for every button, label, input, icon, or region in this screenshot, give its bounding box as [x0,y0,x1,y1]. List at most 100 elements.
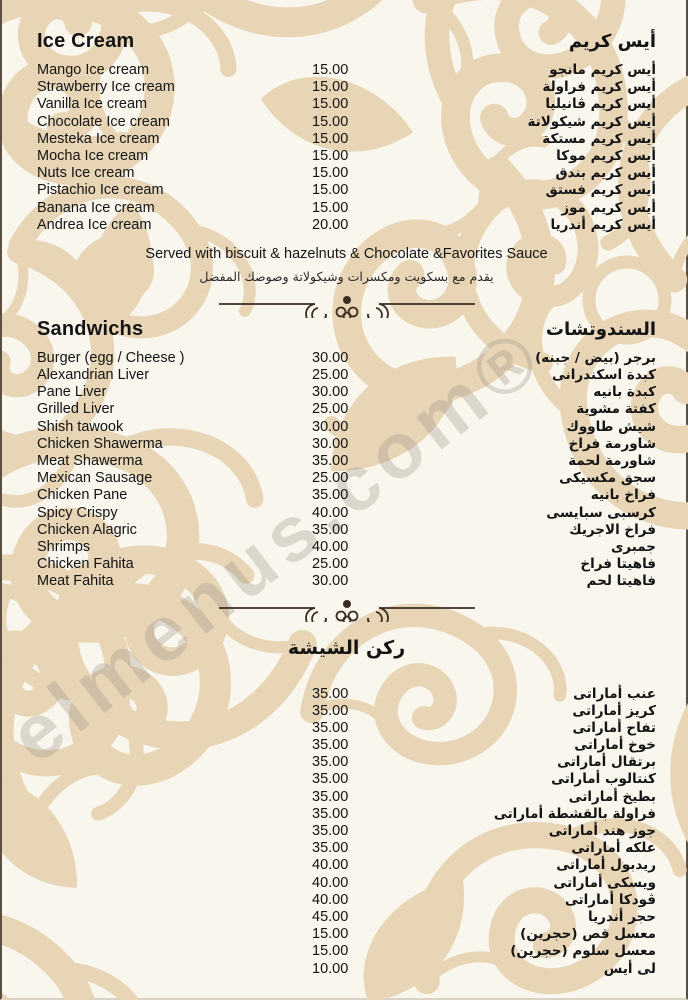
item-price: 35.00 [312,788,349,805]
item-price: 10.00 [312,960,349,977]
item-name-ar: فراولة بالقشطة أماراتى [493,805,656,822]
item-name-en: Mocha Ice cream [37,147,149,164]
item-name-ar: بطيخ أماراتى [568,788,656,805]
item-price: 35.00 [312,737,349,754]
item-price: 40.00 [312,891,349,908]
item-price: 30.00 [312,418,349,435]
item-price: 35.00 [312,521,349,538]
item-name-en: Mango Ice cream [37,62,150,78]
item-name-ar: ويسكى أماراتى [553,874,656,891]
item-price: 35.00 [312,685,349,702]
scroll-divider-icon [218,599,475,622]
item-price: 35.00 [312,719,349,736]
item-name-en: Mexican Sausage [37,470,153,487]
menu-item-row: 35.00 فراولة بالقشطة أماراتى [37,806,656,823]
menu-item-row: Vanilla Ice cream 15.00 أيس كريم ڤانيليا [37,96,656,113]
item-name-ar: أيس كريم شيكولاتة [527,113,657,130]
item-price: 35.00 [312,771,349,788]
menu-item-row: Chicken Fahita 25.00 فاهيتا فراخ [37,556,656,573]
menu-item-row: Mango Ice cream 15.00 أيس كريم مانجو [37,62,656,79]
section-title-en: Ice Cream [37,30,135,52]
menu-item-row: Pane Liver 30.00 كبدة بانيه [37,384,656,401]
menu-item-row: Meat Shawerma 35.00 شاورمة لحمة [37,453,656,470]
menu-item-row: 40.00 ويسكى أماراتى [37,875,656,892]
menu-item-row: Shrimps 40.00 جمبرى [37,539,656,556]
item-name-en: Andrea Ice cream [37,216,152,233]
item-price: 15.00 [312,96,349,113]
item-name-en: Chicken Pane [37,487,128,504]
item-name-ar: برجر (بيض / جبنه) [535,349,656,366]
menu-item-row: 35.00 جوز هند أماراتى [37,823,656,840]
menu-item-row: Alexandrian Liver 25.00 كبدة اسكندرانى [37,367,656,384]
item-price: 45.00 [312,908,349,925]
item-name-ar: كفتة مشوية [576,401,656,418]
menu-item-row: Grilled Liver 25.00 كفتة مشوية [37,401,656,418]
menu-item-row: 15.00 معسل قص (حجرين) [37,926,656,943]
item-price: 30.00 [312,573,349,590]
menu-item-row: 35.00 كنتالوب أماراتى [37,771,656,788]
item-name-ar: عنب أماراتى [573,685,656,702]
menu-item-row: 35.00 تفاح أماراتى [37,720,656,737]
menu-item-row: Mocha Ice cream 15.00 أيس كريم موكا [37,148,656,165]
section-header-ice-cream: Ice Cream أيس كريم [37,30,656,56]
section-title-ar: السندوتشات [545,318,656,340]
item-name-ar: أيس كريم موكا [556,147,656,164]
item-name-ar: ڤودكا أماراتى [564,891,656,908]
item-name-ar: جوز هند أماراتى [548,823,656,839]
menu-item-row: Chicken Alagric 35.00 فراخ الاجريك [37,522,656,539]
item-name-ar: أيس كريم ڤانيليا [545,96,656,113]
item-name-ar: أيس كريم مستكة [542,130,656,147]
menu-item-row: Chicken Shawerma 30.00 شاورمة فراخ [37,436,656,453]
menu-item-row: Spicy Crispy 40.00 كرسبى سبايسى [37,505,656,522]
item-name-en: Meat Fahita [37,573,114,590]
menu-item-row: Meat Fahita 30.00 فاهيتا لحم [37,573,656,590]
item-name-ar: لى أيس [603,960,656,977]
item-name-en: Banana Ice cream [37,199,155,216]
item-name-ar: كرسبى سبايسى [546,504,656,521]
menu-item-row: 35.00 خوخ أماراتى [37,737,656,754]
item-name-en: Burger (egg / Cheese ) [37,349,185,366]
item-name-ar: برتقال أماراتى [557,754,656,771]
item-name-ar: شاورمة لحمة [568,453,656,469]
item-name-en: Vanilla Ice cream [37,96,148,113]
item-name-ar: فراخ الاجريك [569,521,656,538]
item-price: 15.00 [312,113,349,130]
item-price: 40.00 [312,857,349,874]
item-name-ar: جمبرى [610,538,656,555]
item-name-ar: سجق مكسيكى [559,470,656,487]
section-title-ar: أيس كريم [568,31,656,52]
menu-item-row: 10.00 لى أيس [37,961,656,978]
item-name-ar: فراخ بانيه [590,487,656,504]
item-name-en: Mesteka Ice cream [37,130,160,147]
menu-item-row: 40.00 ڤودكا أماراتى [37,892,656,909]
item-name-ar: ريدبول أماراتى [556,857,656,874]
ice-cream-items: Mango Ice cream 15.00 أيس كريم مانجو Strawb… [37,62,656,234]
item-price: 15.00 [312,165,349,182]
sandwichs-items: Burger (egg / Cheese ) 30.00 برجر (بيض / ج… [37,350,656,591]
section-header-sandwichs: Sandwichs السندوتشات [37,318,656,344]
menu-item-row: Mexican Sausage 25.00 سجق مكسيكى [37,470,656,487]
item-name-ar: أيس كريم موز [561,199,656,216]
serving-note-en: Served with biscuit & hazelnuts & Chocol… [145,245,548,262]
item-price: 35.00 [312,487,349,504]
item-price: 15.00 [312,943,349,960]
item-price: 30.00 [312,384,349,401]
item-name-en: Meat Shawerma [37,453,143,469]
item-price: 35.00 [312,840,349,857]
menu-item-row: 35.00 علكه أماراتى [37,840,656,857]
item-price: 35.00 [312,702,349,719]
scroll-divider-icon [218,295,475,318]
item-name-ar: شيش طاووك [566,418,656,435]
item-name-ar: أيس كريم فراولة [542,79,656,96]
item-name-ar: أيس كريم بندق [555,165,656,182]
serving-note-ar: يقدم مع بسكويت ومكسرات وشيكولاتة وصوصك ا… [199,268,494,284]
item-name-ar: علكه أماراتى [571,840,656,857]
menu-item-row: Shish tawook 30.00 شيش طاووك [37,419,656,436]
menu-item-row: Chicken Pane 35.00 فراخ بانيه [37,487,656,504]
menu-item-row: 15.00 معسل سلوم (حجرين) [37,943,656,960]
item-price: 15.00 [312,62,349,78]
menu-item-row: Nuts Ice cream 15.00 أيس كريم بندق [37,165,656,182]
item-name-ar: كبدة اسكندرانى [551,367,656,384]
